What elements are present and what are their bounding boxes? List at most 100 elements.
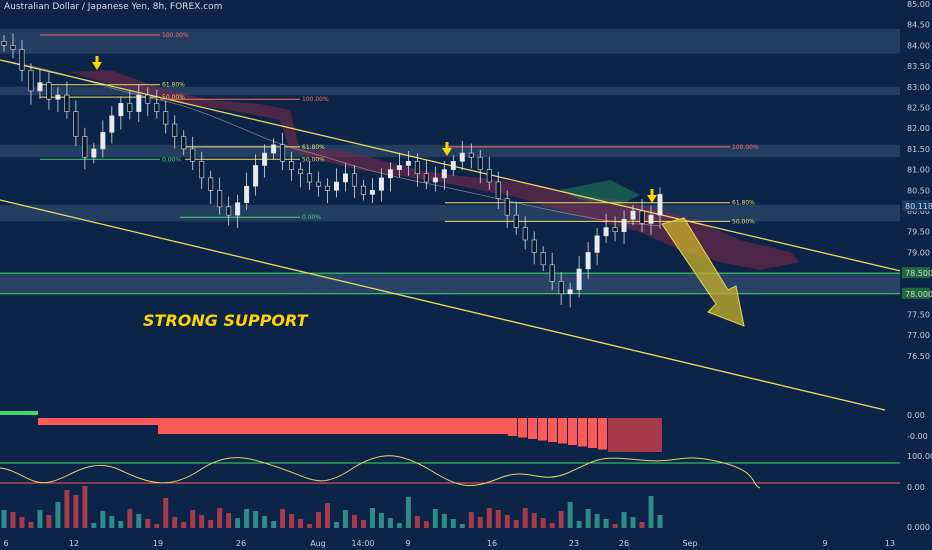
volume-bar [262, 516, 268, 528]
rsi-tick-label: 100.00 [907, 452, 932, 461]
volume-bar [298, 519, 304, 528]
volume-bar [540, 518, 546, 528]
volume-bar [468, 512, 474, 528]
volume-bar [549, 523, 555, 528]
volume-bar [19, 517, 25, 528]
volume-bar [351, 515, 357, 528]
volume-bar [145, 519, 151, 528]
candle-body [558, 281, 564, 295]
candle-body [307, 173, 313, 183]
candle-body [298, 169, 304, 175]
volume-bar [369, 508, 375, 528]
volume-bar [73, 495, 79, 528]
candle-body [190, 148, 196, 162]
price-tick-label: 83.50 [907, 62, 930, 71]
price-tick-label: 84.00 [907, 41, 930, 50]
candle-body [55, 94, 61, 100]
volume-bar [163, 498, 169, 528]
volume-bar [603, 519, 609, 528]
candle-body [459, 152, 465, 162]
volume-bar [199, 515, 205, 528]
oscillator-negative-bar [538, 418, 547, 441]
volume-bar [244, 509, 250, 528]
candle-body [333, 181, 339, 191]
time-tick-label: 19 [153, 539, 163, 548]
candle-body [208, 177, 214, 191]
candle-body [172, 123, 178, 137]
price-tick-label: 79.50 [907, 228, 930, 237]
price-tick-label: 77.00 [907, 331, 930, 340]
candle-body [423, 173, 429, 183]
volume-bar [280, 509, 286, 528]
ichimoku-cloud [70, 70, 800, 270]
candle-body [657, 194, 663, 216]
candle-body [360, 185, 366, 195]
volume-bar [28, 522, 34, 528]
price-tick-label: 82.00 [907, 124, 930, 133]
price-tick-label: 81.00 [907, 166, 930, 175]
volume-bar [208, 520, 214, 528]
volume-bar [621, 512, 627, 528]
price-tick-label: 85.00 [907, 0, 930, 9]
candle-body [387, 169, 393, 179]
chart-title: Australian Dollar / Japanese Yen, 8h, FO… [4, 2, 223, 12]
candle-body [109, 115, 115, 133]
volume-bar [459, 524, 465, 528]
candle-body [145, 94, 151, 104]
volume-bar [648, 496, 654, 528]
candle-body [378, 177, 384, 191]
candle-body [468, 152, 474, 158]
down-arrow-marker [647, 189, 657, 203]
candle-body [594, 235, 600, 253]
price-tick-label: 79.00 [907, 248, 930, 257]
candle-body [253, 165, 259, 187]
candle-body [199, 161, 205, 179]
candle-body [621, 218, 627, 232]
current-price-box [902, 200, 930, 212]
candle-body [432, 177, 438, 183]
rsi-tick-label: 0.00 [907, 483, 925, 492]
candle-body [648, 214, 654, 224]
support-zone [0, 273, 900, 294]
price-tick-label: 80.00 [907, 207, 930, 216]
volume-bar [423, 521, 429, 528]
volume-bar [1, 510, 7, 528]
candle-body [603, 227, 609, 237]
candle-body [450, 161, 456, 170]
time-tick-label: 9 [405, 539, 410, 548]
candle-body [136, 94, 142, 112]
volume-bar [450, 519, 456, 528]
candle-body [504, 198, 510, 216]
candle-body [576, 268, 582, 290]
rsi-line [0, 455, 761, 489]
volume-bar [585, 509, 591, 528]
fib-level-label: 50.00% [162, 94, 185, 101]
oscillator-negative-bar [548, 418, 557, 442]
candle-body [280, 144, 286, 162]
oscillator-negative-bar [518, 418, 527, 438]
oscillator-positive-bar [0, 411, 38, 415]
time-tick-label: 23 [569, 539, 579, 548]
candle-body [531, 239, 537, 253]
oscillator-negative-bar [508, 418, 517, 436]
volume-bar [513, 520, 519, 528]
time-tick-label: 9 [822, 539, 827, 548]
volume-bar [46, 515, 52, 528]
oscillator-tick-label: 0.00 [907, 411, 925, 420]
volume-bar [558, 511, 564, 528]
candle-body [316, 181, 322, 187]
volume-bar [387, 518, 393, 528]
oscillator-negative-bar [528, 418, 537, 439]
candle-body [271, 144, 277, 154]
volume-bar [100, 511, 106, 528]
price-tick-label: 76.50 [907, 352, 930, 361]
candle-body [154, 103, 160, 112]
candle-body [46, 82, 52, 100]
volume-bar [639, 522, 645, 528]
volume-bar [127, 509, 133, 528]
fib-level-label: 100.00% [302, 96, 329, 103]
resistance-zone [0, 86, 900, 96]
oscillator-negative-bar [588, 418, 597, 448]
oscillator-negative-bar [568, 418, 577, 445]
